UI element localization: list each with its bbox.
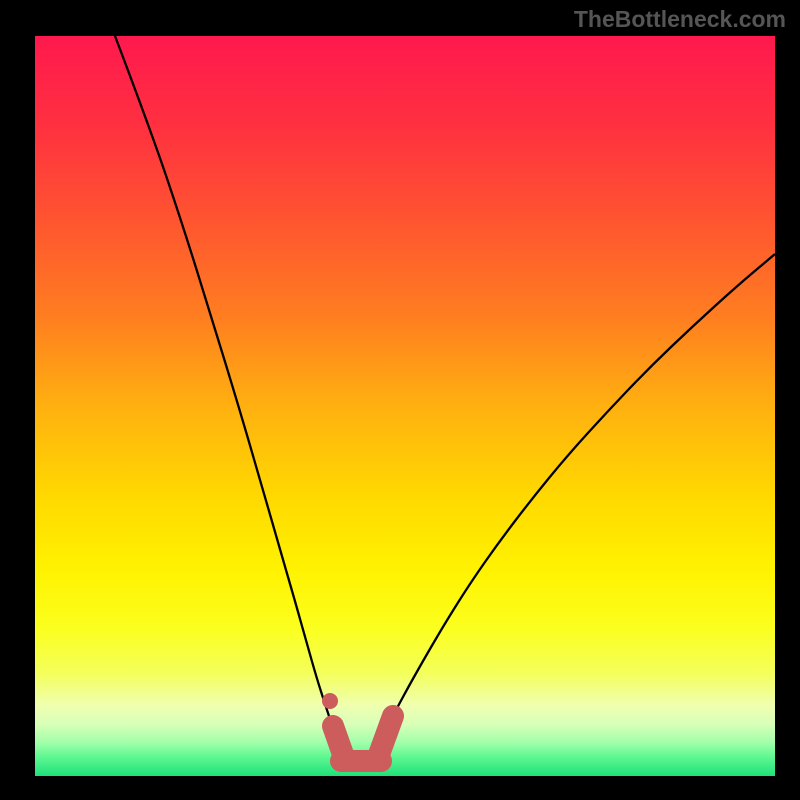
- curves-layer: [35, 36, 775, 776]
- valley-dot-icon: [322, 693, 338, 709]
- canvas-root: TheBottleneck.com: [0, 0, 800, 800]
- bottleneck-curve-left: [115, 36, 343, 756]
- valley-marker: [322, 693, 393, 761]
- plot-area: [35, 36, 775, 776]
- watermark-text: TheBottleneck.com: [574, 6, 786, 33]
- valley-right-cap: [377, 716, 393, 760]
- bottleneck-curve-right: [373, 254, 775, 756]
